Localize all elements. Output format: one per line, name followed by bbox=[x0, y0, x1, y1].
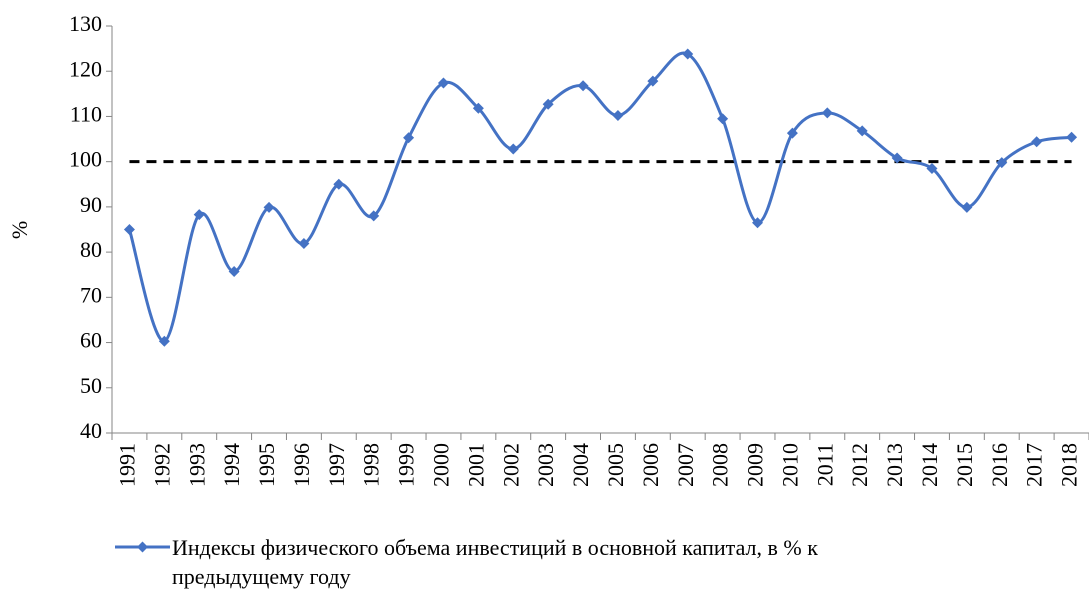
x-tick-label: 2000 bbox=[429, 443, 454, 487]
point-marker bbox=[368, 210, 380, 222]
point-marker bbox=[577, 80, 589, 92]
point-marker bbox=[961, 201, 973, 213]
x-tick-label: 2007 bbox=[673, 443, 698, 487]
y-axis-label: % bbox=[7, 221, 32, 239]
x-tick-label: 2004 bbox=[568, 443, 593, 487]
x-tick-label: 2002 bbox=[498, 443, 523, 487]
y-tick-label: 60 bbox=[80, 328, 102, 353]
x-tick-label: 2014 bbox=[917, 443, 942, 487]
point-marker bbox=[228, 266, 240, 278]
point-marker bbox=[123, 224, 135, 235]
y-tick-label: 50 bbox=[80, 373, 102, 398]
x-tick-label: 2005 bbox=[603, 443, 628, 487]
x-tick-label: 2017 bbox=[1022, 443, 1047, 487]
legend-marker bbox=[137, 541, 148, 553]
point-marker bbox=[1031, 136, 1043, 148]
x-tick-label: 1998 bbox=[359, 443, 384, 487]
y-tick-label: 70 bbox=[80, 282, 102, 307]
x-tick-label: 1991 bbox=[114, 443, 139, 487]
point-marker bbox=[542, 98, 554, 110]
y-tick-label: 80 bbox=[80, 237, 102, 262]
y-tick-label: 110 bbox=[70, 101, 102, 126]
point-marker bbox=[263, 201, 275, 213]
point-marker bbox=[333, 178, 345, 190]
x-tick-label: 1994 bbox=[219, 443, 244, 487]
x-tick-label: 2006 bbox=[638, 443, 663, 487]
legend-label: Индексы физического объема инвестиций в … bbox=[172, 535, 818, 589]
point-marker bbox=[507, 143, 519, 155]
x-tick-label: 2001 bbox=[463, 443, 488, 487]
x-tick-label: 1993 bbox=[184, 443, 209, 487]
point-marker bbox=[752, 217, 764, 229]
x-tick-label: 1995 bbox=[254, 443, 279, 487]
x-tick-label: 2010 bbox=[777, 443, 802, 487]
point-marker bbox=[717, 113, 729, 125]
x-tick-label: 2015 bbox=[952, 443, 977, 487]
series-line bbox=[128, 51, 1072, 343]
point-marker bbox=[682, 48, 694, 60]
x-tick-label: 2016 bbox=[987, 443, 1012, 487]
y-tick-label: 120 bbox=[69, 56, 102, 81]
point-marker bbox=[298, 238, 310, 250]
point-marker bbox=[996, 157, 1008, 169]
y-tick-label: 100 bbox=[69, 147, 102, 172]
y-tick-label: 130 bbox=[69, 11, 102, 36]
y-tick-label: 90 bbox=[80, 192, 102, 217]
point-marker bbox=[437, 77, 449, 89]
x-tick-label: 2011 bbox=[812, 443, 837, 486]
x-tick-label: 1999 bbox=[394, 443, 419, 487]
point-marker bbox=[891, 152, 903, 164]
x-tick-label: 2018 bbox=[1057, 443, 1082, 487]
x-tick-label: 2003 bbox=[533, 443, 558, 487]
x-tick-label: 1997 bbox=[324, 443, 349, 487]
x-tick-label: 2009 bbox=[743, 443, 768, 487]
point-marker bbox=[612, 110, 624, 122]
point-marker bbox=[647, 75, 659, 87]
point-marker bbox=[403, 132, 415, 144]
x-tick-label: 1996 bbox=[289, 443, 314, 487]
point-marker bbox=[158, 335, 170, 347]
point-marker bbox=[1066, 131, 1078, 143]
y-tick-label: 40 bbox=[80, 418, 102, 443]
x-tick-label: 2012 bbox=[847, 443, 872, 487]
point-marker bbox=[786, 127, 798, 139]
x-tick-label: 1992 bbox=[149, 443, 174, 487]
point-marker bbox=[193, 209, 205, 221]
point-marker bbox=[856, 125, 868, 137]
point-marker bbox=[926, 162, 938, 174]
point-marker bbox=[472, 102, 484, 114]
point-marker bbox=[821, 107, 833, 119]
x-tick-label: 2008 bbox=[708, 443, 733, 487]
x-tick-label: 2013 bbox=[882, 443, 907, 487]
